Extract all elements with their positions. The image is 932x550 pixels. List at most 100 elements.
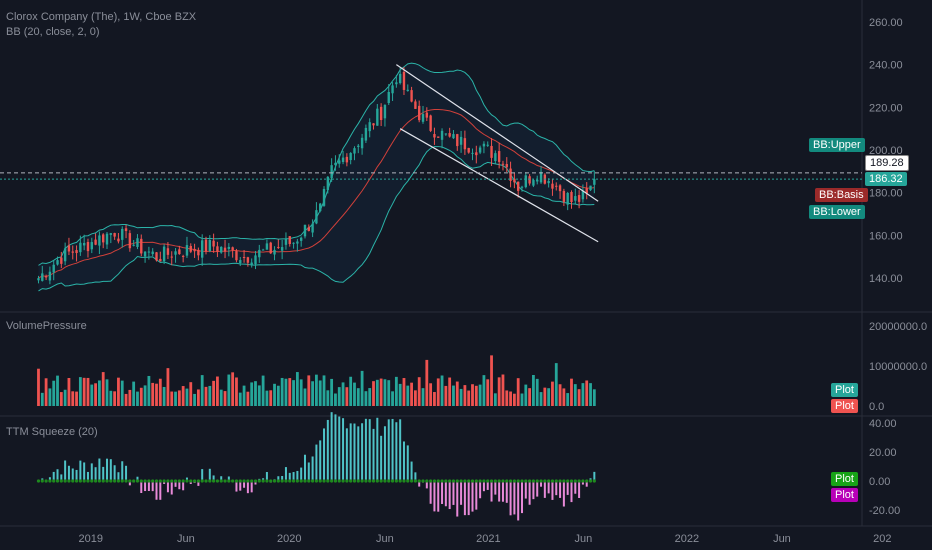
volume-bar — [288, 378, 292, 406]
momentum-bar — [452, 481, 455, 505]
momentum-bar — [174, 481, 177, 487]
candle-body — [452, 134, 455, 139]
candle-body — [189, 246, 192, 252]
volume-bar — [44, 378, 48, 406]
squeeze-dot — [101, 479, 105, 483]
momentum-bar — [460, 481, 463, 505]
bollinger-fill — [38, 63, 595, 291]
momentum-bar — [315, 444, 318, 481]
volume-bar — [231, 372, 235, 406]
squeeze-dot — [177, 479, 181, 483]
squeeze-dot — [501, 479, 505, 483]
candle-body — [147, 251, 151, 253]
momentum-bar — [433, 481, 436, 512]
momentum-bar — [520, 481, 523, 514]
squeeze-dot — [528, 479, 532, 483]
candle-body — [532, 180, 535, 186]
squeeze-dot — [550, 479, 555, 483]
squeeze-dot — [158, 479, 162, 483]
candle-body — [269, 242, 272, 254]
momentum-bar — [56, 469, 59, 481]
bb-basis-label: BB:Basis — [815, 188, 868, 202]
time-tick-label: 202 — [873, 533, 891, 545]
candle-body — [456, 134, 459, 147]
ttm-tick-label: -20.00 — [869, 505, 900, 517]
candle-body — [444, 133, 448, 135]
squeeze-dot — [436, 479, 440, 483]
candle-body — [220, 246, 223, 253]
volume-bar — [227, 374, 231, 406]
momentum-bar — [109, 459, 112, 481]
squeeze-dot — [40, 479, 44, 483]
candle-body — [547, 180, 550, 184]
momentum-bar — [281, 475, 284, 481]
volume-bar — [238, 392, 242, 406]
volume-bar — [448, 377, 452, 406]
volume-bar — [162, 386, 166, 406]
momentum-bar — [102, 466, 105, 481]
squeeze-dot — [459, 479, 463, 483]
candle-body — [551, 183, 554, 189]
volume-bar — [364, 391, 368, 406]
candle-body — [562, 190, 566, 202]
momentum-bar — [292, 472, 295, 481]
momentum-bar — [540, 481, 543, 487]
candle-body — [185, 245, 189, 256]
momentum-bar — [361, 423, 364, 481]
volume-bar — [250, 382, 254, 406]
momentum-bar — [441, 481, 444, 504]
candle-body — [475, 152, 478, 156]
squeeze-dot — [402, 479, 406, 483]
candle-body — [360, 137, 364, 149]
squeeze-dot — [554, 479, 558, 483]
volume-bar — [177, 390, 181, 406]
volume-bar — [242, 385, 246, 406]
time-tick-label: Jun — [177, 533, 195, 545]
candle-body — [319, 203, 322, 212]
momentum-bar — [559, 481, 562, 498]
volume-bar — [132, 381, 136, 406]
candle-body — [501, 163, 505, 165]
squeeze-dot — [368, 479, 372, 483]
squeeze-dot — [573, 479, 577, 483]
momentum-bar — [121, 461, 124, 481]
volume-bar — [155, 383, 158, 406]
momentum-bar — [144, 481, 147, 492]
volume-tick-label: 10000000.0 — [869, 361, 927, 373]
candle-body — [391, 85, 394, 94]
squeeze-dot — [577, 479, 581, 483]
squeeze-dot — [86, 479, 90, 483]
candle-body — [63, 248, 67, 262]
candle-body — [330, 165, 333, 179]
candle-body — [86, 242, 90, 252]
candle-body — [52, 264, 55, 273]
squeeze-dot — [364, 479, 368, 483]
momentum-bar — [494, 481, 497, 495]
candle-body — [212, 240, 215, 247]
volume-bar — [139, 387, 143, 406]
candle-body — [528, 176, 531, 184]
squeeze-dot — [284, 479, 288, 483]
squeeze-dot — [143, 479, 147, 483]
squeeze-dot — [215, 479, 220, 483]
momentum-bar — [486, 481, 489, 490]
volume-bar — [433, 392, 436, 406]
volume-bar — [124, 393, 128, 406]
volume-bar — [444, 385, 448, 406]
volume-bar — [109, 390, 113, 406]
squeeze-dot — [451, 479, 456, 483]
squeeze-dot — [569, 479, 574, 483]
candle-body — [402, 72, 406, 90]
candle-body — [467, 147, 470, 153]
volume-bar — [520, 393, 524, 406]
squeeze-dot — [516, 479, 520, 483]
volume-bar — [436, 378, 440, 406]
candle-body — [589, 185, 592, 191]
volume-bar — [318, 380, 322, 406]
momentum-bar — [326, 419, 329, 481]
squeeze-dot — [413, 479, 417, 483]
volume-pressure-title: VolumePressure — [6, 320, 87, 332]
volume-bar — [394, 376, 398, 406]
candle-body — [159, 258, 162, 262]
